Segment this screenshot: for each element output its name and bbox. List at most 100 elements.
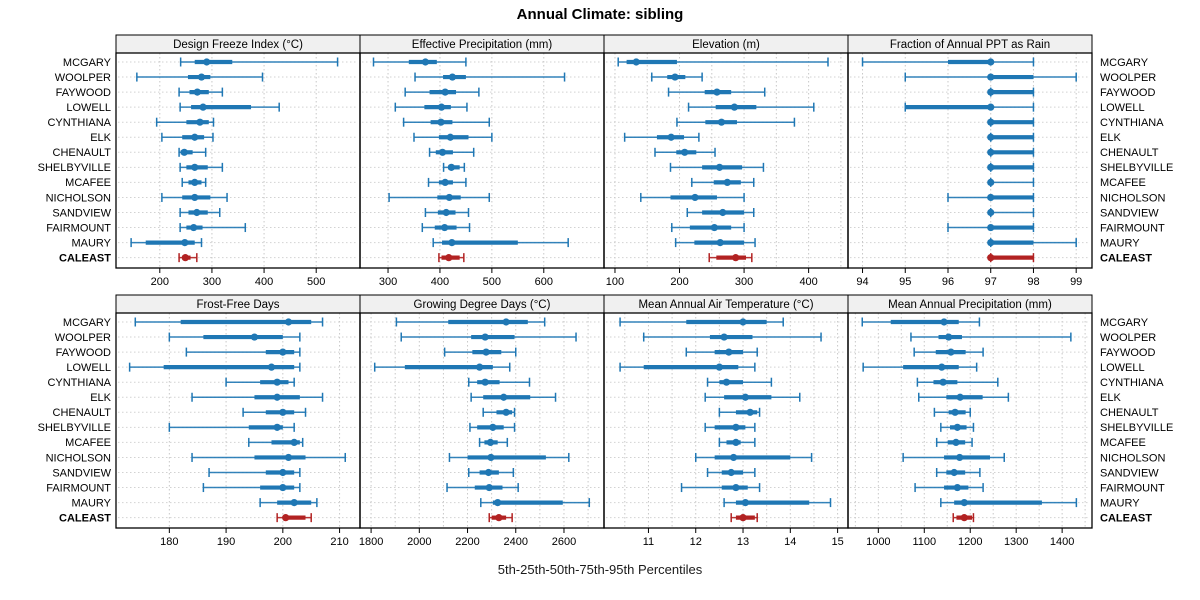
- median-dot: [445, 254, 453, 262]
- panel-strip-title: Effective Precipitation (mm): [412, 39, 553, 51]
- median-dot: [732, 483, 740, 492]
- station-label-right: ELK: [1100, 392, 1121, 404]
- median-dot: [273, 378, 281, 386]
- median-dot: [495, 514, 503, 522]
- x-tick-label: 12: [690, 536, 702, 548]
- median-dot: [273, 423, 281, 431]
- median-dot: [950, 468, 958, 477]
- median-dot: [938, 363, 946, 371]
- median-dot: [987, 254, 995, 262]
- panel-strip-title: Mean Annual Precipitation (mm): [888, 299, 1052, 311]
- median-dot: [940, 318, 948, 326]
- x-tick-label: 300: [203, 276, 221, 288]
- station-label-left: FAIRMOUNT: [46, 482, 111, 494]
- panel-border: [115, 312, 361, 529]
- median-dot: [671, 73, 679, 81]
- x-tick-label: 400: [431, 276, 449, 288]
- panel-strip-title: Fraction of Annual PPT as Rain: [890, 39, 1050, 51]
- station-label-right: LOWELL: [1100, 362, 1145, 374]
- median-dot: [987, 163, 995, 171]
- median-dot: [441, 88, 449, 96]
- median-dot: [279, 468, 287, 477]
- median-dot: [475, 363, 484, 371]
- median-dot: [732, 254, 740, 262]
- median-dot: [717, 118, 726, 126]
- median-dot: [437, 118, 445, 126]
- station-label-right: MAURY: [1100, 497, 1140, 509]
- median-dot: [720, 333, 728, 341]
- x-tick-label: 180: [160, 536, 178, 548]
- station-label-right: ELK: [1100, 132, 1121, 144]
- median-dot: [448, 239, 456, 247]
- station-label-right: CHENAULT: [1100, 407, 1159, 419]
- station-label-left: SANDVIEW: [52, 467, 111, 479]
- x-tick-label: 100: [606, 276, 624, 288]
- median-dot: [442, 208, 450, 217]
- x-tick-label: 2600: [552, 536, 576, 548]
- median-dot: [725, 348, 733, 356]
- station-label-left: FAYWOOD: [56, 87, 111, 99]
- x-tick-label: 190: [217, 536, 235, 548]
- panel-strip-title: Elevation (m): [692, 39, 760, 51]
- x-tick-label: 500: [307, 276, 325, 288]
- station-label-right: MCGARY: [1100, 57, 1149, 69]
- station-label-right: MAURY: [1100, 237, 1140, 249]
- x-tick-label: 400: [255, 276, 273, 288]
- median-dot: [196, 118, 204, 126]
- median-dot: [484, 468, 493, 477]
- median-dot: [715, 363, 723, 371]
- median-dot: [987, 178, 995, 186]
- station-label-left: NICHOLSON: [46, 452, 111, 464]
- station-label-left: MCAFEE: [65, 177, 111, 189]
- median-dot: [445, 193, 453, 202]
- median-dot: [960, 499, 968, 507]
- median-dot: [947, 348, 955, 356]
- median-dot: [284, 318, 293, 326]
- median-dot: [282, 514, 290, 522]
- station-label-right: CHENAULT: [1100, 147, 1159, 159]
- panel-border: [359, 312, 605, 529]
- panel-strip-title: Frost-Free Days: [196, 299, 279, 311]
- median-dot: [180, 148, 188, 156]
- station-label-left: FAYWOOD: [56, 347, 111, 359]
- median-dot: [956, 393, 964, 401]
- median-dot: [181, 239, 189, 247]
- x-tick-label: 2400: [504, 536, 528, 548]
- median-dot: [199, 103, 207, 111]
- station-label-right: WOOLPER: [1100, 332, 1156, 344]
- median-dot: [284, 453, 293, 462]
- median-dot: [441, 178, 449, 186]
- station-label-left: SHELBYVILLE: [38, 422, 111, 434]
- median-dot: [203, 58, 211, 66]
- percentiles-caption: 5th-25th-50th-75th-95th Percentiles: [497, 562, 703, 577]
- station-label-left: MAURY: [71, 237, 111, 249]
- x-tick-label: 1100: [912, 536, 936, 548]
- x-tick-label: 2200: [455, 536, 479, 548]
- x-tick-label: 300: [735, 276, 753, 288]
- median-dot: [190, 223, 198, 232]
- x-tick-label: 96: [942, 276, 954, 288]
- median-dot: [447, 163, 455, 171]
- x-tick-label: 15: [831, 536, 843, 548]
- station-label-right: FAIRMOUNT: [1100, 482, 1165, 494]
- median-dot: [500, 393, 508, 401]
- median-dot: [290, 438, 298, 446]
- station-label-right: FAYWOOD: [1100, 347, 1155, 359]
- x-tick-label: 1000: [866, 536, 890, 548]
- median-dot: [681, 148, 689, 156]
- x-tick-label: 200: [151, 276, 169, 288]
- median-dot: [191, 163, 199, 171]
- median-dot: [722, 378, 731, 386]
- median-dot: [741, 499, 749, 507]
- median-dot: [987, 118, 995, 126]
- station-label-right: MCGARY: [1100, 317, 1149, 329]
- station-label-left: CHENAULT: [53, 407, 112, 419]
- station-label-left: MCAFEE: [65, 437, 111, 449]
- x-tick-label: 11: [643, 536, 654, 548]
- x-tick-label: 99: [1070, 276, 1082, 288]
- median-dot: [723, 178, 731, 186]
- station-label-left: MAURY: [71, 497, 111, 509]
- median-dot: [739, 514, 747, 522]
